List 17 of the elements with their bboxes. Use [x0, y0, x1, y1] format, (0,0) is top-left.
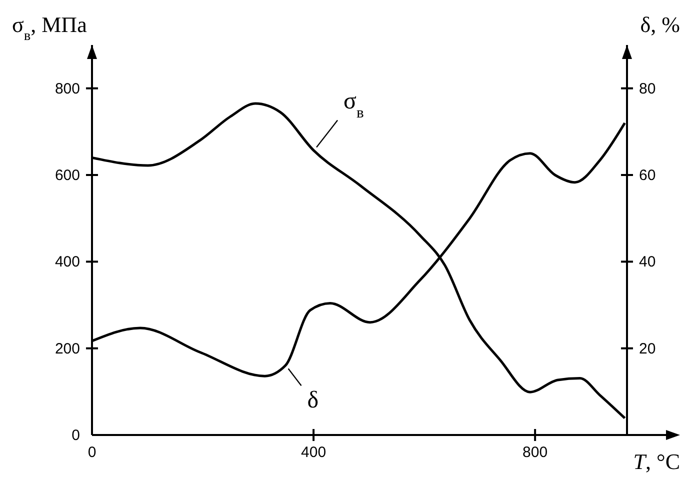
x-axis-title: T, °C	[633, 449, 680, 474]
y2-tick-label: 40	[639, 254, 656, 271]
y2-tick-label: 80	[639, 80, 656, 98]
y-tick-label: 600	[54, 167, 80, 184]
y-tick-label: 0	[72, 427, 80, 444]
x-tick-label: 0	[88, 444, 96, 461]
y-axis-title: σ$_{в}$, МПа	[12, 12, 88, 44]
y2-tick-label: 20	[639, 340, 656, 358]
y2-tick-label: 60	[639, 167, 656, 184]
x-tick-label: 400	[301, 444, 326, 461]
y2-axis-title: δ, %	[640, 12, 680, 37]
y-tick-label: 800	[54, 80, 80, 98]
y-tick-label: 200	[54, 340, 80, 358]
series-label: σ$_{в}$	[344, 88, 364, 121]
legend-label: δ	[307, 388, 319, 414]
y-tick-label: 400	[54, 254, 80, 271]
x-tick-label: 800	[522, 444, 548, 461]
